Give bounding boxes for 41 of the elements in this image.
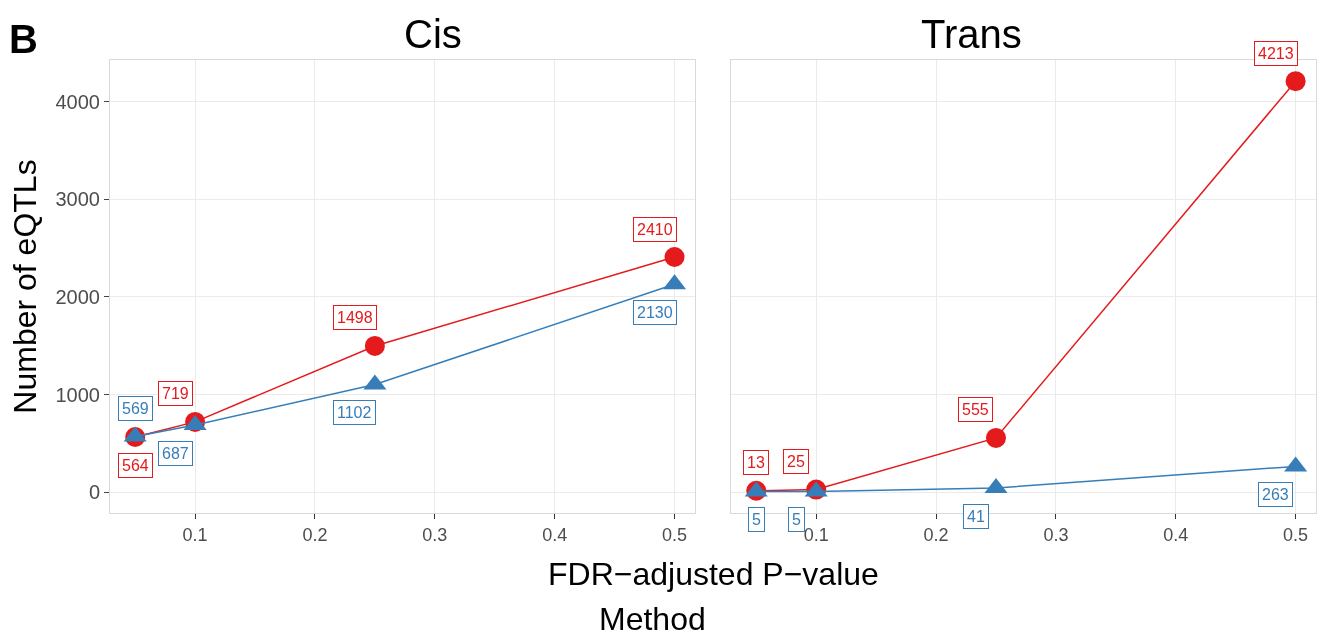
y-tick-label: 1000 (55, 383, 100, 406)
data-label: 41 (967, 508, 985, 525)
text: Method (599, 601, 706, 637)
point (364, 335, 385, 356)
data-label: 719 (162, 385, 189, 402)
data-label: 555 (962, 401, 989, 418)
x-tick-label: 0.5 (662, 524, 688, 545)
data-label: 5 (792, 511, 801, 528)
y-tick-label: 3000 (55, 188, 100, 211)
data-label: 1102 (337, 404, 372, 421)
chart-title: Trans (921, 12, 1022, 56)
chart-title: Cis (404, 12, 462, 56)
y-tick-label: 2000 (55, 285, 100, 308)
x-axis-title: FDR−adjusted P−value (548, 556, 879, 592)
x-tick-label: 0.5 (1283, 524, 1309, 545)
point (985, 427, 1006, 448)
data-label: 687 (162, 445, 189, 462)
x-tick-label: 0.1 (182, 524, 208, 545)
x-tick-label: 0.3 (422, 524, 448, 545)
data-label: 5 (752, 511, 761, 528)
data-label: 13 (747, 454, 765, 471)
data-label: 569 (122, 400, 149, 417)
data-label: 2130 (637, 304, 673, 321)
point (664, 247, 685, 267)
x-tick-label: 0.4 (1163, 524, 1189, 545)
y-axis-title: Number of eQTLs (7, 159, 43, 414)
data-label: 2410 (637, 221, 673, 238)
x-tick-label: 0.4 (542, 524, 568, 545)
x-tick-label: 0.1 (803, 524, 829, 545)
x-tick-label: 0.3 (1043, 524, 1069, 545)
data-label: 1498 (337, 309, 373, 326)
data-label: 25 (787, 453, 805, 470)
point (1285, 71, 1306, 92)
data-label: 4213 (1258, 45, 1294, 62)
y-tick-label: 0 (88, 481, 100, 504)
text: B (9, 17, 38, 61)
data-label: 263 (1262, 486, 1289, 503)
y-tick-label: 4000 (55, 90, 100, 113)
x-tick-label: 0.2 (923, 524, 949, 545)
x-tick-label: 0.2 (302, 524, 328, 545)
data-label: 564 (122, 457, 149, 474)
